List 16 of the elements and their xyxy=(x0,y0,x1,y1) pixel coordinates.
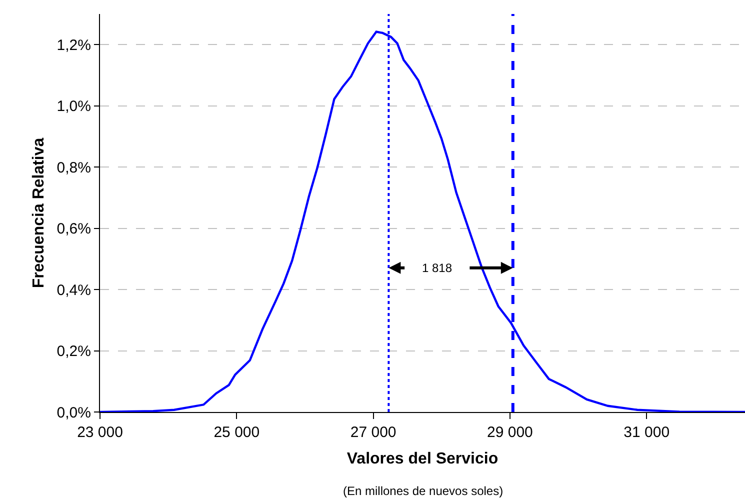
y-tick-label: 0,2% xyxy=(56,343,91,360)
y-tick-label: 0,0% xyxy=(56,404,91,422)
x-tick-label: 29 000 xyxy=(487,424,533,441)
y-tick-label: 1,2% xyxy=(56,36,91,54)
y-tick-label: 1,0% xyxy=(56,98,91,116)
y-tick-label: 0,8% xyxy=(56,159,91,176)
x-tick-label: 27 000 xyxy=(350,424,396,441)
x-tick-label: 25 000 xyxy=(214,424,260,441)
x-tick-label: 31 000 xyxy=(624,424,670,441)
text: (En millones de nuevos soles) xyxy=(343,484,504,498)
y-tick-label: 0,6% xyxy=(56,220,91,238)
x-axis-title: Valores del Servicio xyxy=(346,450,498,468)
x-tick-label: 23 000 xyxy=(77,424,123,441)
annotation: 1 818 xyxy=(422,261,452,275)
y-tick-label: 0,4% xyxy=(56,282,91,299)
y-axis-title: Frecuencia Relativa xyxy=(30,138,48,288)
